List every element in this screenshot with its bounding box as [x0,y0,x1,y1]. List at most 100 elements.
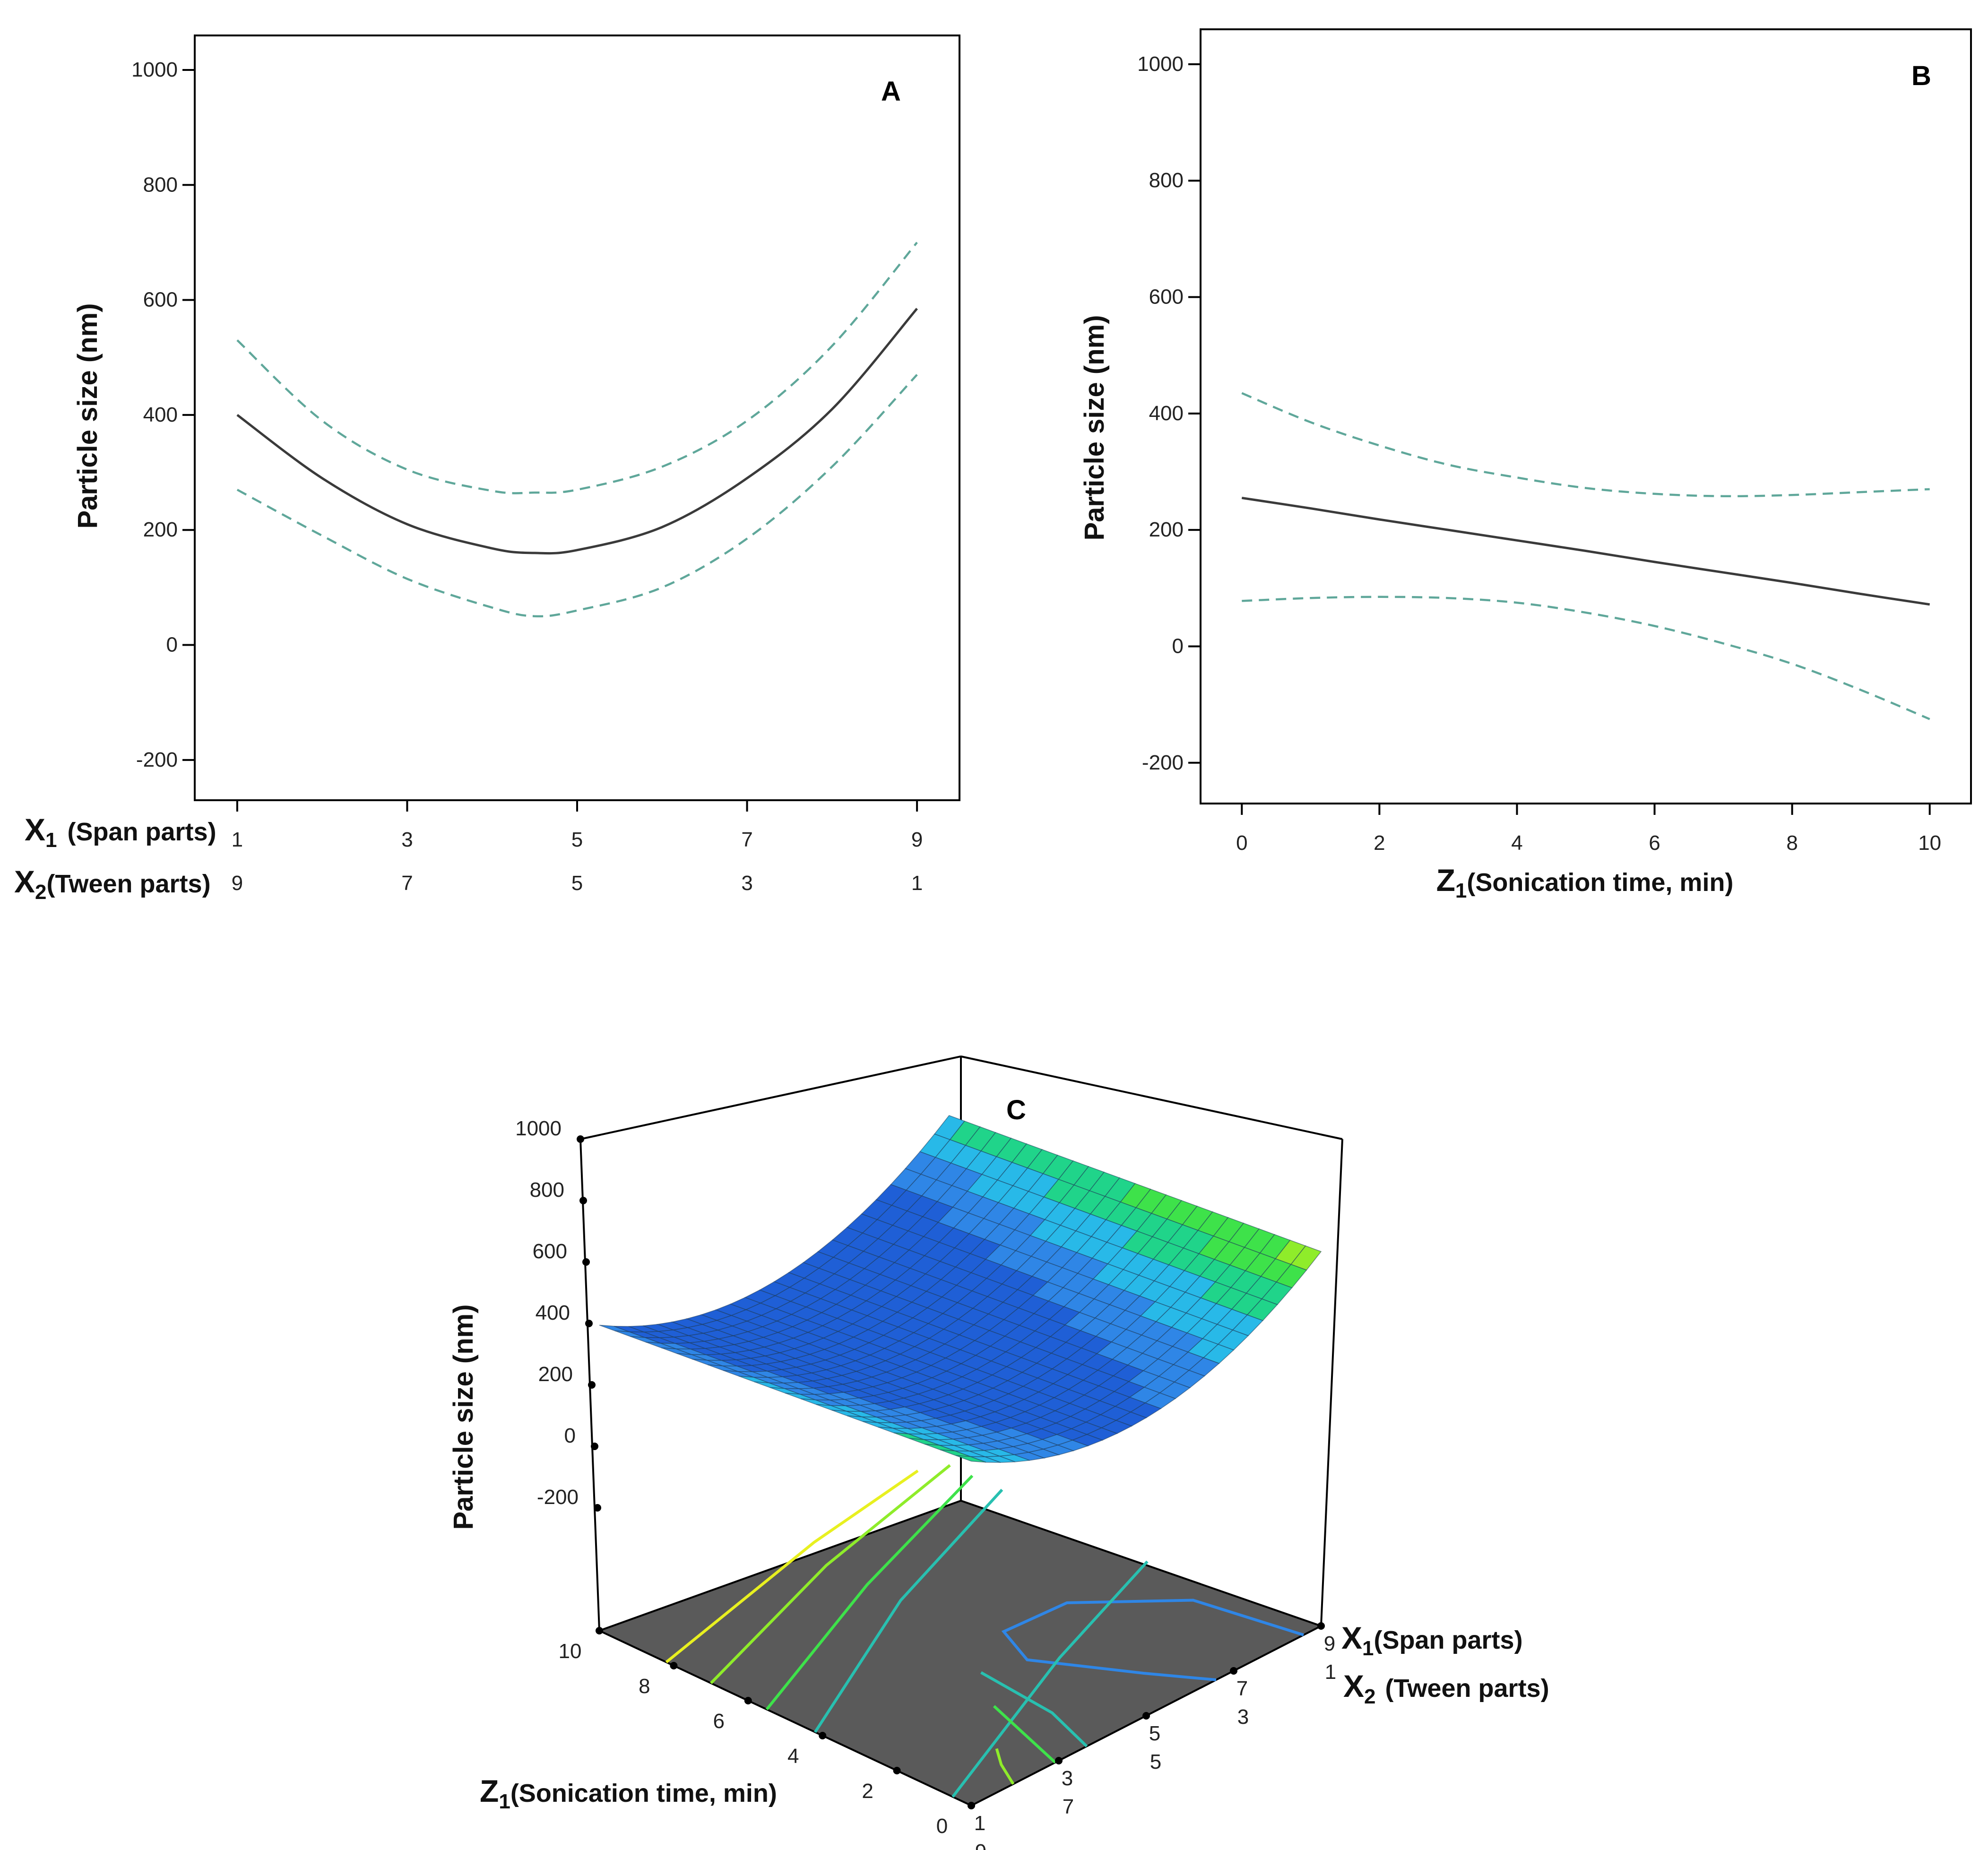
panel-c-z-tick [591,1443,598,1450]
a-x1-tick-label: 9 [911,828,923,851]
panel-c-x2-tick-label: 9 [975,1840,986,1850]
panel-c-z1-tick-label: 0 [936,1815,948,1838]
b-x-tick-label: 4 [1511,831,1522,855]
a-series-upper [236,242,918,494]
panel-a-frame [194,35,960,801]
panel-c-contour-line [993,1705,1056,1764]
panel-c-z-tick [588,1381,596,1389]
panel-c-z1-tick [744,1697,752,1704]
panel-c-z1-ticks: 0 2 4 6 8 10 [559,1627,975,1838]
panel-a-x-ticks: 1 9 3 7 5 5 7 3 9 1 [232,800,923,895]
panel-c: C Particle size (nm) 1000 800 600 400 200 0 -2… [448,1055,1549,1850]
panel-c-x2-tick-label: 3 [1237,1705,1249,1729]
panel-c-contour-line [813,1488,1003,1733]
panel-c-z1-tick [893,1767,901,1774]
b-x-tick-label: 6 [1649,831,1660,855]
panel-c-surface-cell [955,1455,986,1463]
a-x2-tick-label: 3 [741,872,752,895]
panel-c-z1-tick [819,1732,827,1739]
panel-c-z-tick-label: -200 [537,1486,579,1509]
panel-b-curves [1241,392,1930,720]
panel-c-contour-line [995,1748,1015,1785]
a-y-tick-label: -200 [136,748,178,771]
a-y-tick-label: 0 [166,633,178,657]
panel-c-z-tick [579,1197,587,1204]
panel-c-x2-axis-label: X2 (Tween parts) [1343,1668,1549,1708]
b-series-fit [1241,496,1930,606]
panel-c-x1-tick-label: 9 [1324,1632,1335,1655]
panel-a-x2-label: X2(Tween parts) [14,864,211,904]
a-y-tick-label: 1000 [131,58,178,81]
a-x2-tick-label: 1 [911,872,923,895]
panel-c-x1-tick-label: 5 [1149,1722,1160,1745]
a-x1-tick-label: 7 [741,828,752,851]
panel-b: B Particle size (nm) -200 0 200 400 600 800 10… [1079,28,1972,902]
panel-a-x1-label: X1 (Span parts) [25,812,216,852]
a-x1-tick-label: 3 [401,828,413,851]
a-x2-tick-label: 7 [401,872,413,895]
a-x1-tick-label: 5 [571,828,583,851]
panel-c-z1-axis-label: Z1(Sonication time, min) [480,1773,777,1813]
panel-c-z-tick-label: 200 [538,1363,573,1386]
b-x-tick-label: 0 [1236,831,1247,855]
panel-b-letter: B [1911,61,1931,91]
b-y-tick-label: 0 [1172,634,1184,657]
panel-b-x-label: Z1(Sonication time, min) [1436,863,1734,902]
panel-c-letter: C [1006,1095,1026,1125]
panel-c-x2-ticks: 9 7 5 3 1 [975,1660,1336,1850]
panel-c-x1-tick [1142,1712,1150,1720]
b-y-tick-label: 400 [1149,402,1184,425]
panel-a-y-label: Particle size (nm) [72,303,103,528]
b-y-tick-label: -200 [1142,751,1184,774]
panel-c-contour-line [980,1671,1088,1747]
panel-c-z1-tick [670,1662,678,1669]
panel-c-z1-tick-label: 2 [862,1780,873,1803]
panel-c-contour-line [665,1470,919,1663]
panel-c-floor [596,1499,1324,1807]
panel-c-x1-tick-label: 3 [1062,1767,1073,1790]
panel-c-z1-tick-label: 4 [787,1745,799,1768]
panel-c-z1-tick-label: 8 [639,1675,650,1698]
panel-c-x1-tick [1230,1667,1237,1675]
panel-c-z1-tick-label: 10 [559,1640,582,1663]
panel-c-floor-contours [665,1464,1304,1798]
panel-c-x1-ticks: 1 3 5 7 9 [968,1622,1335,1835]
panel-c-z-label: Particle size (nm) [448,1304,479,1530]
b-x-tick-label: 8 [1786,831,1798,855]
panel-c-x1-tick-label: 7 [1236,1677,1248,1700]
panel-c-z1-tick [596,1627,603,1634]
a-x2-tick-label: 9 [232,872,243,895]
panel-c-x1-tick [968,1802,975,1809]
b-y-tick-label: 800 [1149,169,1184,192]
a-series-fit [236,308,918,555]
panel-c-x1-tick [1055,1757,1063,1764]
b-x-tick-label: 2 [1374,831,1385,855]
a-y-tick-label: 800 [143,173,178,196]
b-series-lower [1242,596,1930,720]
panel-a-y-ticks: -200 0 200 400 600 800 1000 [131,58,195,771]
panel-c-x1-tick-label: 1 [974,1812,985,1835]
a-y-tick-label: 200 [143,518,178,541]
panel-c-z-tick [582,1258,590,1266]
panel-a-curves [236,242,918,618]
panel-c-z-tick [594,1504,601,1512]
b-y-tick-label: 600 [1149,285,1184,309]
panel-a-letter: A [881,76,901,107]
panel-c-z-tick-label: 0 [564,1424,576,1447]
a-y-tick-label: 400 [143,403,178,426]
panel-c-z-ticks: 1000 800 600 400 200 0 -200 [515,1117,601,1512]
panel-b-y-ticks: -200 0 200 400 600 800 1000 [1137,52,1201,774]
b-series-upper [1241,392,1930,498]
a-y-tick-label: 600 [143,288,178,311]
panel-c-x2-tick-label: 1 [1325,1660,1336,1684]
panel-c-z-tick [585,1320,593,1327]
panel-c-contour-line [765,1475,974,1711]
panel-c-z-tick-label: 1000 [515,1117,562,1140]
panel-c-contour-line [1001,1599,1304,1681]
a-series-lower [236,374,918,618]
panel-c-x1-tick [1317,1622,1325,1630]
panel-b-x-ticks: 0 2 4 6 8 10 [1236,804,1941,855]
panel-c-z-tick-label: 800 [530,1178,564,1202]
panel-a: A Particle size (nm) -200 0 200 400 600 800 10… [14,35,960,904]
